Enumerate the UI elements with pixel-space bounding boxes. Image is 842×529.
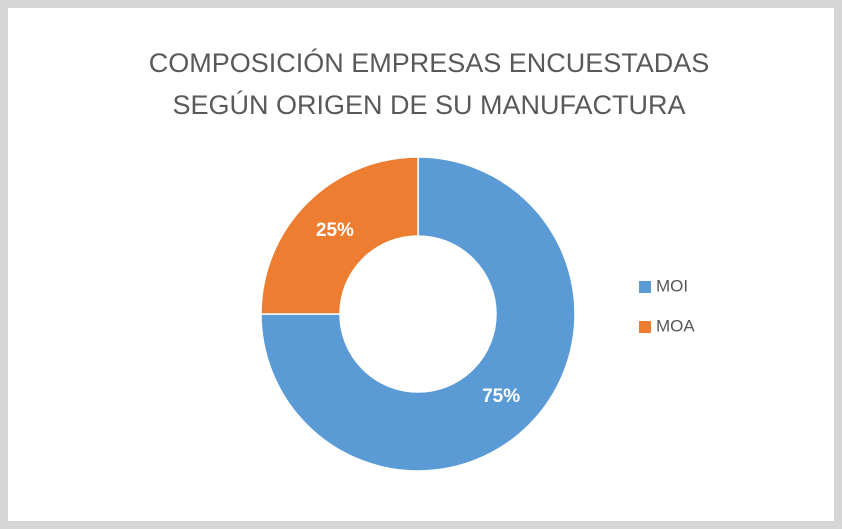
data-label: 75% bbox=[482, 386, 520, 407]
chart-title: COMPOSICIÓN EMPRESAS ENCUESTADAS SEGÚN O… bbox=[148, 48, 710, 120]
legend-swatch bbox=[639, 321, 651, 333]
legend-swatch bbox=[639, 281, 651, 293]
legend-label: MOI bbox=[656, 276, 688, 295]
legend-label: MOA bbox=[656, 316, 695, 335]
donut-slice bbox=[260, 156, 576, 472]
data-label: 25% bbox=[316, 220, 354, 241]
donut-slice bbox=[260, 156, 419, 315]
